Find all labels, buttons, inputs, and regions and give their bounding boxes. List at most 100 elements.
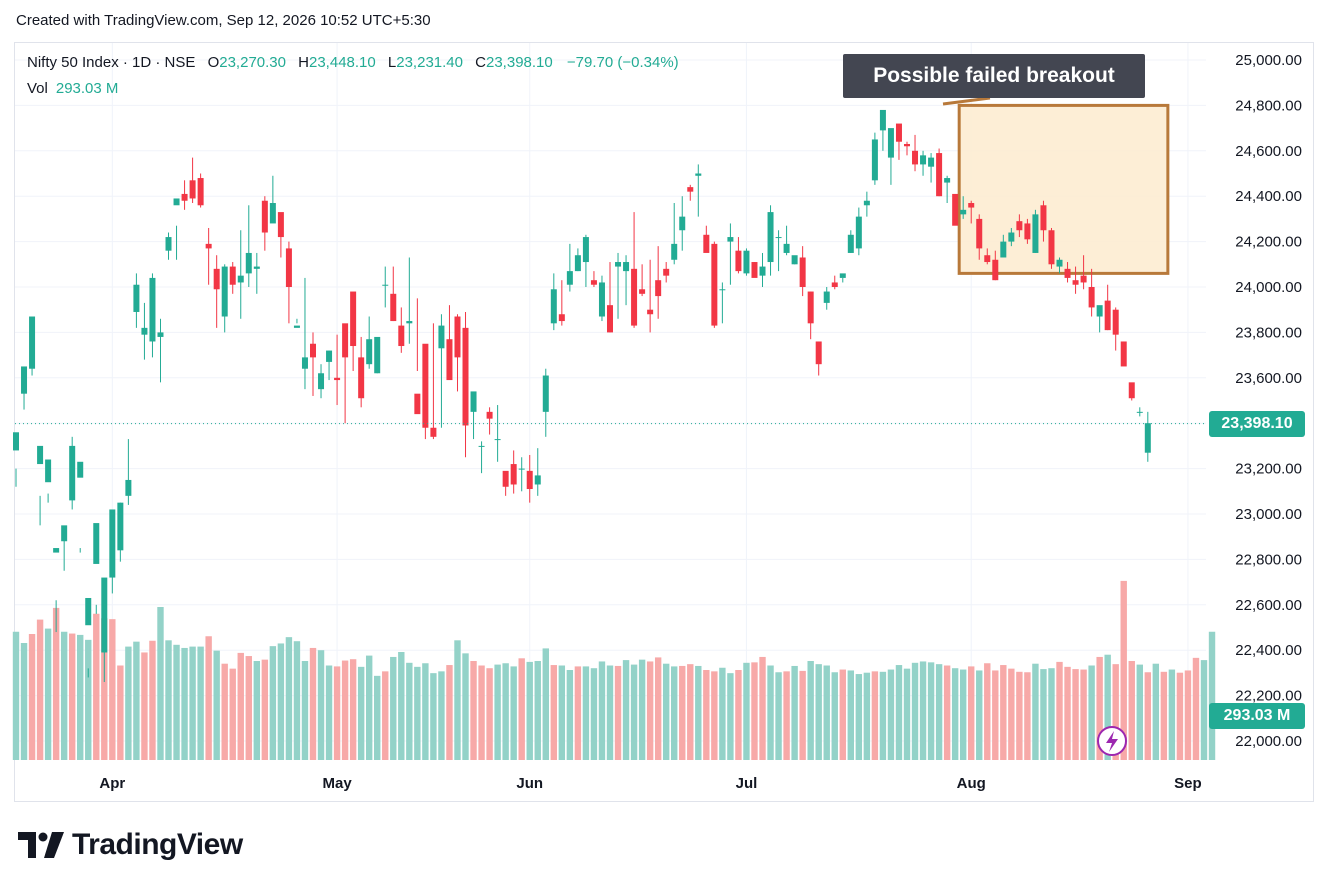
candle-body — [181, 193, 188, 201]
candle-body — [783, 243, 790, 253]
time-tick-label: May — [322, 775, 352, 792]
candle-body — [1120, 341, 1127, 367]
candle-body — [478, 445, 485, 447]
volume-bar — [341, 660, 349, 760]
candle-body — [671, 243, 678, 260]
volume-bar — [398, 652, 405, 760]
volume-bar — [654, 657, 662, 760]
volume-bar — [1048, 668, 1055, 760]
volume-bar — [52, 607, 60, 760]
candle-body — [534, 475, 541, 485]
candle-body — [245, 252, 252, 274]
candle-body — [944, 178, 951, 183]
volume-bar — [357, 666, 365, 760]
candle-body — [366, 339, 373, 365]
candle-body — [606, 305, 613, 333]
candle-body — [213, 268, 220, 290]
volume-bar — [831, 672, 838, 760]
volume-bar — [454, 640, 461, 760]
candle-body — [37, 445, 44, 465]
candle-body — [831, 282, 838, 287]
alert-icon[interactable] — [1097, 726, 1127, 756]
candle-body — [550, 289, 557, 324]
candle-body — [93, 523, 100, 564]
volume-bar — [1112, 664, 1119, 760]
volume-bar — [1192, 657, 1200, 760]
tradingview-logo[interactable]: TradingView — [18, 828, 243, 862]
candle-body — [462, 327, 469, 426]
volume-bar — [20, 643, 28, 760]
volume-bar — [285, 637, 293, 760]
volume-bar — [935, 664, 943, 760]
candle-body — [1016, 221, 1023, 231]
candle-body — [1048, 230, 1055, 265]
volume-label[interactable]: Vol — [27, 80, 48, 97]
volume-bar — [863, 672, 871, 760]
candle-body — [839, 273, 846, 278]
candle-body — [205, 243, 212, 249]
volume-bar — [951, 668, 959, 760]
candle-body — [1064, 268, 1071, 278]
volume-bar — [687, 664, 694, 760]
chart-frame — [14, 42, 1314, 802]
volume-bar — [1168, 669, 1176, 760]
volume-bar — [1128, 661, 1135, 760]
candle-body — [29, 316, 36, 369]
symbol-label[interactable]: Nifty 50 Index · 1D · NSE — [27, 54, 196, 71]
volume-bar — [534, 661, 541, 760]
candle-body — [743, 250, 750, 274]
candle-body — [157, 332, 164, 337]
change-value: −79.70 (−0.34%) — [566, 54, 679, 71]
volume-bar — [638, 659, 646, 760]
tradingview-logo-text: TradingView — [72, 828, 243, 861]
candle-body — [1136, 411, 1143, 413]
high-label: H — [298, 54, 309, 71]
candle-body — [398, 325, 405, 347]
candle-body — [261, 200, 268, 233]
candle-body — [679, 216, 686, 231]
candle-body — [518, 468, 525, 470]
volume-bar — [1064, 666, 1071, 760]
price-tick-label: 24,000.00 — [1235, 279, 1302, 296]
candle-body — [422, 343, 429, 428]
volume-bar — [1072, 669, 1079, 760]
volume-bar — [919, 661, 927, 760]
candle-body — [639, 289, 646, 294]
volume-bar — [542, 648, 549, 760]
candle-body — [1072, 280, 1079, 285]
volume-bar — [927, 662, 935, 760]
volume-bar — [1176, 672, 1184, 760]
volume-bar — [526, 661, 533, 760]
volume-bar — [44, 628, 52, 760]
volume-bar — [229, 668, 236, 760]
volume-bar — [293, 641, 301, 760]
volume-bar — [1120, 580, 1127, 760]
volume-bar — [502, 663, 509, 760]
low-value: 23,231.40 — [396, 54, 463, 71]
price-tick-label: 22,200.00 — [1235, 688, 1302, 705]
volume-bar — [807, 661, 814, 760]
price-tick-label: 25,000.00 — [1235, 52, 1302, 69]
volume-bar — [895, 665, 903, 760]
created-with-caption: Created with TradingView.com, Sep 12, 20… — [16, 12, 431, 29]
price-tick-label: 22,800.00 — [1235, 551, 1302, 568]
candle-body — [342, 323, 349, 358]
annotation-callout[interactable]: Possible failed breakout — [843, 54, 1145, 98]
volume-bar — [622, 660, 630, 760]
volume-bar — [590, 668, 598, 760]
candle-body — [446, 339, 453, 381]
volume-bar — [197, 646, 204, 760]
candle-body — [510, 464, 517, 485]
price-tick-label: 23,200.00 — [1235, 461, 1302, 478]
price-tick-label: 23,600.00 — [1235, 370, 1302, 387]
candle-body — [470, 391, 477, 412]
volume-bar — [1160, 671, 1168, 760]
candle-body — [1000, 241, 1007, 258]
volume-bar — [446, 665, 453, 760]
candle-body — [109, 509, 116, 578]
volume-bar — [1208, 631, 1216, 760]
candle-body — [984, 255, 991, 263]
volume-bar — [879, 671, 887, 760]
open-value: 23,270.30 — [219, 54, 286, 71]
